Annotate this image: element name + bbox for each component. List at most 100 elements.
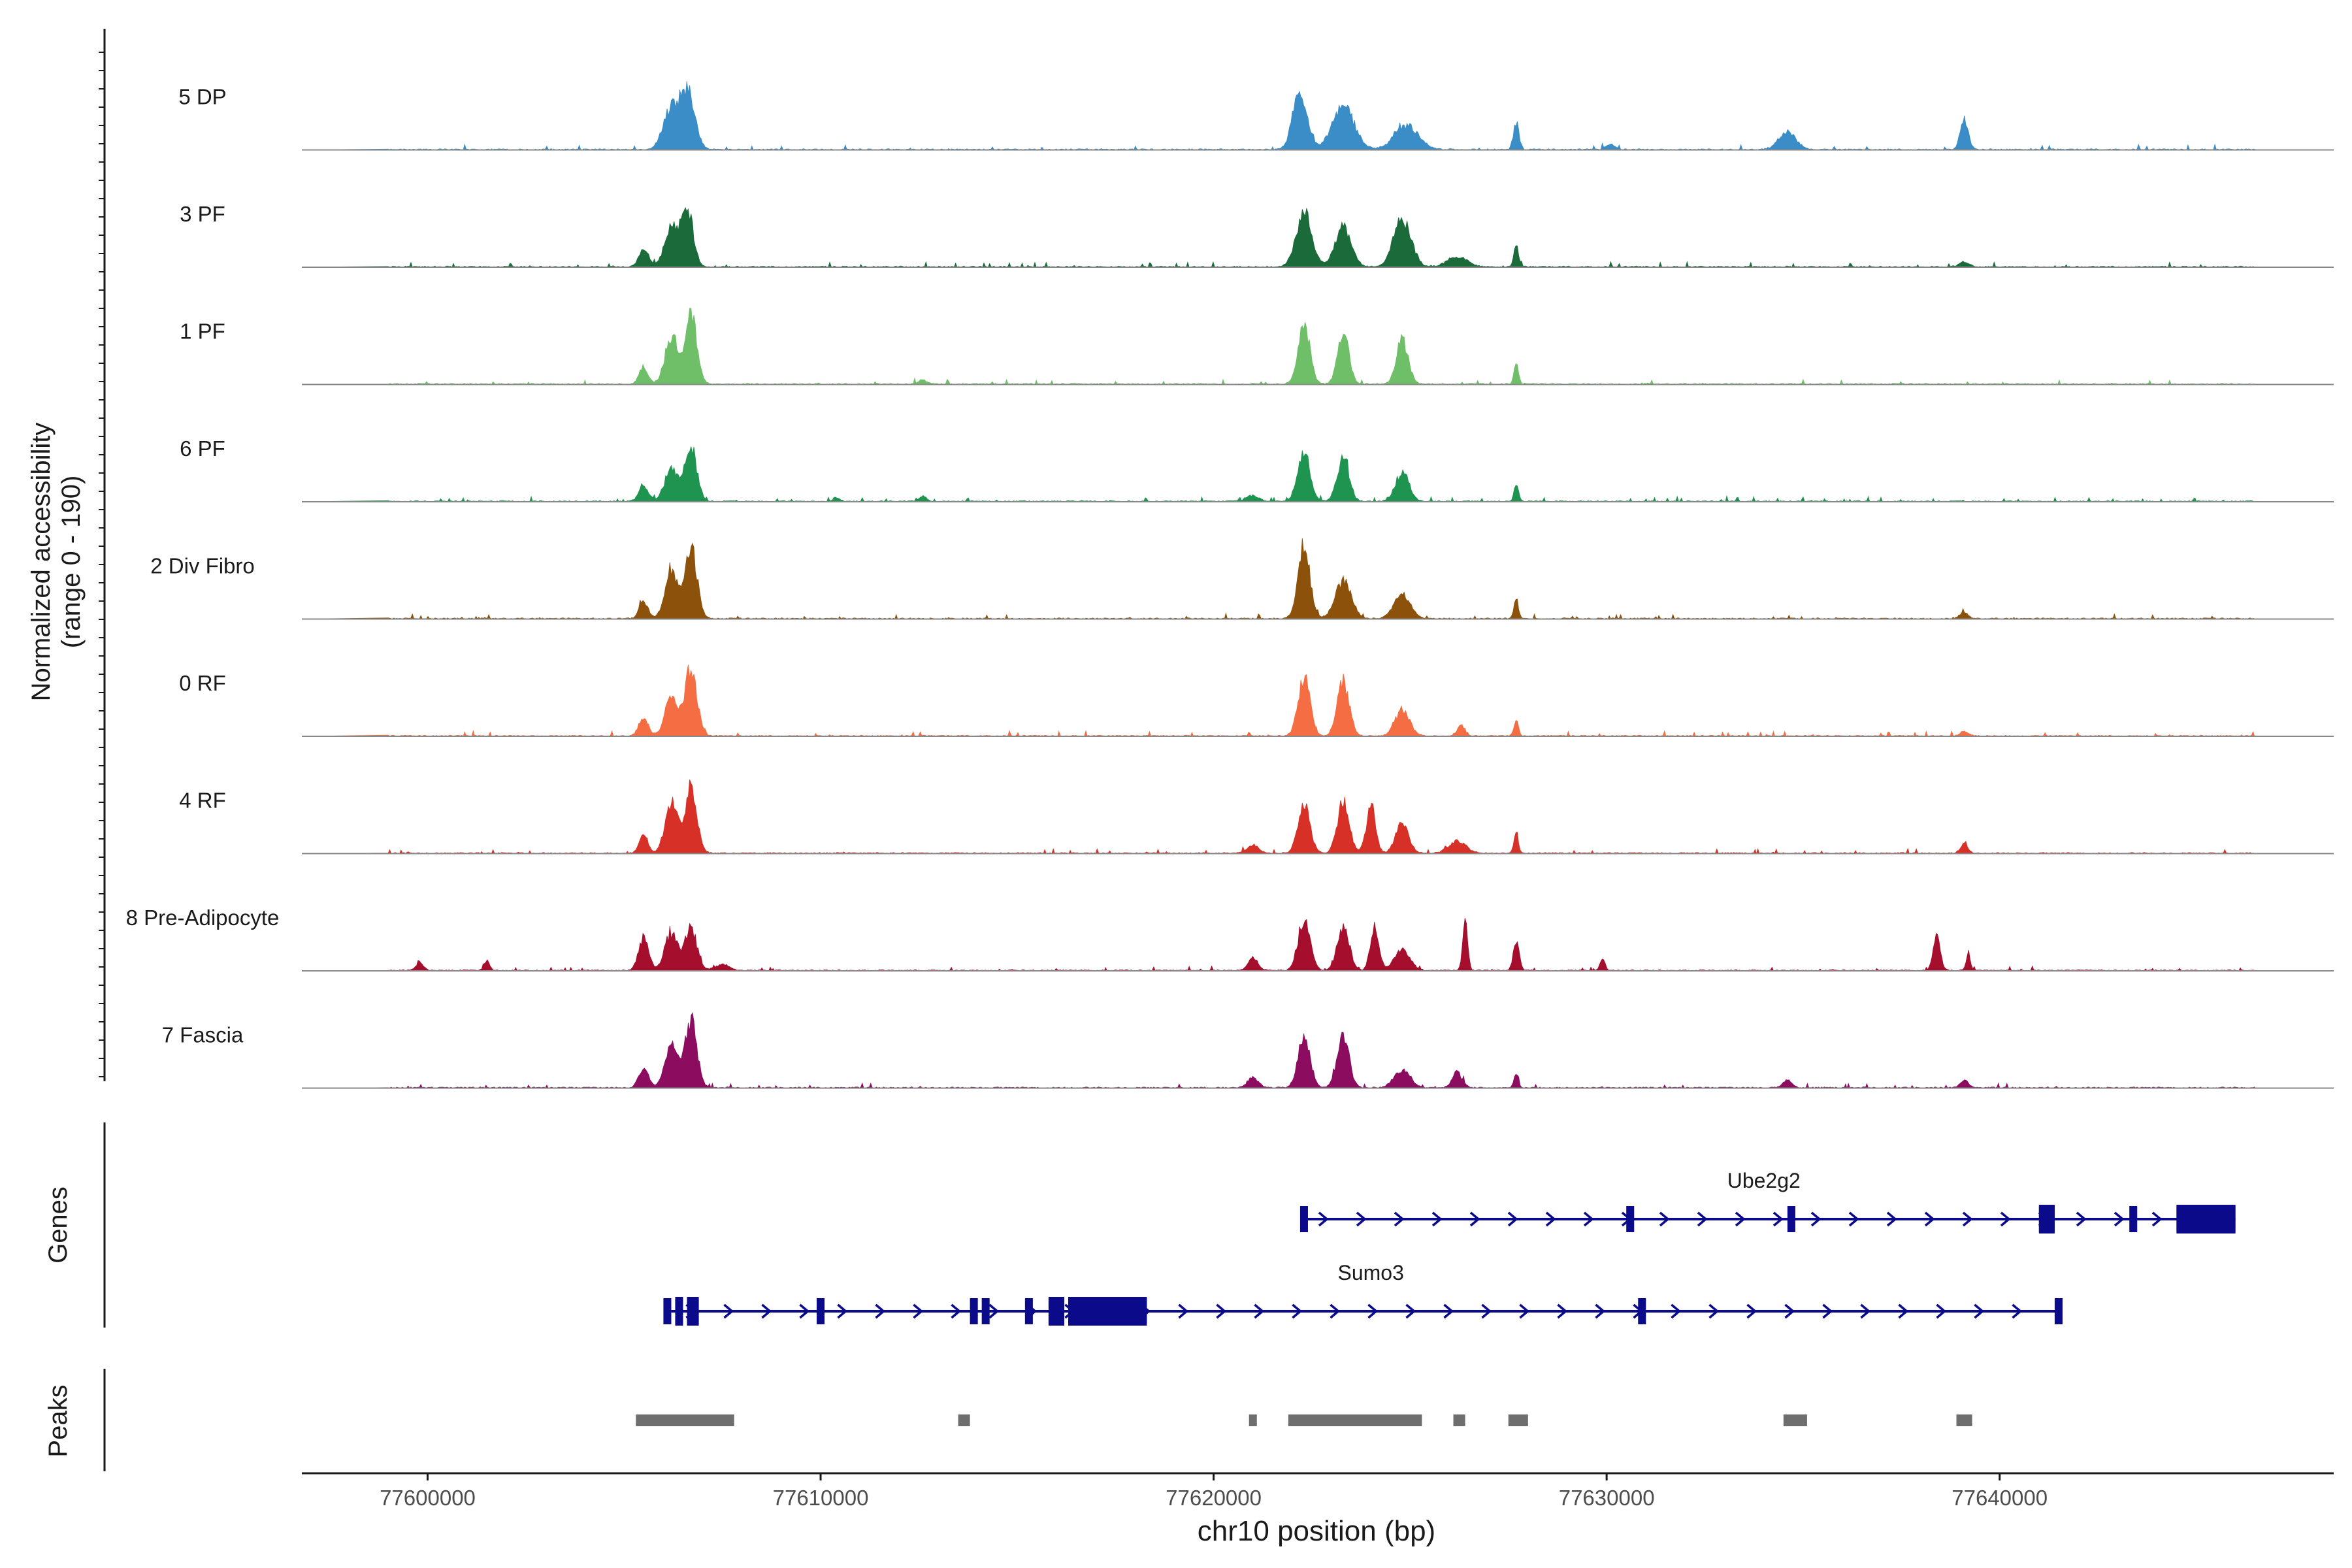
strand-arrow [1822,1303,1833,1319]
strand-arrow [988,1303,1000,1319]
strand-arrow [1708,1303,1720,1319]
strand-arrow [1405,1303,1416,1319]
accessibility-y-ticks [99,52,105,1077]
x-tick-label: 77600000 [380,1486,476,1510]
x-tick-label: 77630000 [1559,1486,1655,1510]
strand-arrow [1292,1303,1303,1319]
coverage-area [301,664,2255,737]
strand-arrow [1431,1211,1443,1227]
strand-arrow [1330,1303,1341,1319]
strand-arrow [2000,1211,2011,1227]
peak-region [1249,1414,1257,1426]
x-tick-label: 77640000 [1952,1486,2048,1510]
track-label: 8 Pre-Adipocyte [126,906,280,930]
gene-coding-exon [1068,1297,1147,1326]
strand-arrow [1898,1303,1909,1319]
strand-arrow [1936,1303,1947,1319]
coverage-tracks: 5 DP 3 PF 1 PF 6 PF 2 Div Fibro 0 RF 4 RF 8 Pre… [126,81,2334,1089]
peak-region [1508,1414,1528,1426]
y-axis-label-line2: (range 0 - 190) [57,476,86,649]
strand-arrow [1356,1211,1367,1227]
track-3-pf: 3 PF [180,202,2334,268]
strand-arrow [1860,1303,1871,1319]
peak-region [1956,1414,1972,1426]
strand-arrow [1974,1303,1985,1319]
coverage-area [301,206,2255,268]
track-label: 7 Fascia [162,1023,244,1047]
strand-arrow [2114,1211,2125,1227]
strand-arrow [913,1303,924,1319]
gene-label: Sumo3 [1338,1261,1404,1284]
gene-label: Ube2g2 [1727,1169,1801,1192]
genes-track-label: Genes [44,1186,73,1264]
strand-arrow [1481,1303,1492,1319]
gene-exon [981,1298,990,1324]
coverage-area [301,446,2255,502]
gene-coding-exon [2176,1205,2236,1233]
strand-arrow [1848,1211,1859,1227]
strand-arrow [1557,1303,1568,1319]
peak-region [1453,1414,1465,1426]
strand-arrow [1519,1303,1530,1319]
gene-coding-exon [2038,1205,2055,1233]
track-2-div-fibro: 2 Div Fibro [150,538,2334,620]
track-4-rf: 4 RF [179,779,2334,855]
strand-arrow [1545,1211,1556,1227]
strand-arrow [1394,1211,1405,1227]
peak-region [1288,1414,1422,1426]
peak-regions [636,1414,1972,1426]
strand-arrow [1254,1303,1265,1319]
strand-arrow [1443,1303,1454,1319]
strand-arrow [1924,1211,1935,1227]
coverage-area [301,538,2255,620]
strand-arrow [1962,1211,1973,1227]
track-5-dp: 5 DP [178,81,2334,151]
gene-sumo3: Sumo3 [663,1261,2063,1326]
gene-models: Ube2g2 Sumo3 [663,1169,2236,1326]
x-axis: 77600000 77610000 77620000 77630000 77640000… [302,1472,2334,1547]
strand-arrow [1784,1303,1795,1319]
accessibility-panel: Normalized accessibility (range 0 - 190)… [27,29,2334,1089]
strand-arrow [1367,1303,1379,1319]
gene-coding-exon [687,1297,699,1326]
strand-arrow [1178,1303,1189,1319]
strand-arrow [1810,1211,1821,1227]
strand-arrow [951,1303,962,1319]
gene-exon [970,1298,978,1324]
strand-arrow [723,1303,734,1319]
x-tick-label: 77610000 [773,1486,869,1510]
strand-arrow [1469,1211,1480,1227]
gene-exon [1787,1206,1795,1232]
gene-coding-exon [1048,1297,1065,1326]
strand-arrow [1659,1211,1670,1227]
gene-exon [2129,1206,2138,1232]
track-6-pf: 6 PF [180,436,2334,502]
gene-exon [1626,1206,1635,1232]
track-label: 3 PF [180,202,225,226]
strand-arrow [1595,1303,1606,1319]
coverage-area [301,308,2256,385]
coverage-area [301,918,2256,972]
strand-arrow [2076,1211,2087,1227]
strand-arrow [1318,1211,1329,1227]
coverage-area [301,1011,2256,1089]
gene-exon [817,1298,825,1324]
gene-exon [1638,1298,1646,1324]
gene-exon [1299,1206,1308,1232]
gene-exon [1024,1298,1033,1324]
track-label: 1 PF [180,319,225,344]
genes-panel: Genes Ube2g2 Sumo3 [44,1122,2236,1328]
coverage-area [301,81,2256,150]
strand-arrow [1671,1303,1682,1319]
strand-arrow [1216,1303,1227,1319]
track-label: 2 Div Fibro [150,554,255,578]
x-axis-label: chr10 position (bp) [1198,1515,1435,1547]
strand-arrow [761,1303,772,1319]
strand-arrow [1772,1211,1784,1227]
gene-exon [663,1298,672,1324]
strand-arrow [837,1303,848,1319]
peaks-panel: Peaks [44,1369,1972,1471]
x-tick-label: 77620000 [1166,1486,1262,1510]
peak-region [1783,1414,1807,1426]
